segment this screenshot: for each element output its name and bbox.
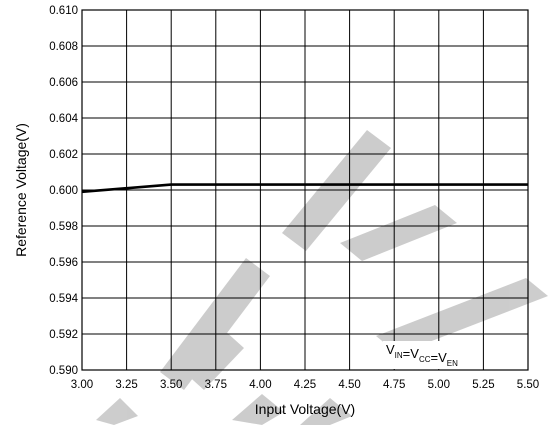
x-tick-label: 3.75 [205, 379, 227, 391]
y-tick-label: 0.606 [49, 77, 78, 89]
plot-frame [81, 9, 529, 371]
condition-annotation: VIN=VCC=VEN [383, 341, 462, 369]
y-tick-label: 0.602 [49, 149, 78, 161]
grid [82, 10, 528, 370]
y-tick-label: 0.600 [49, 185, 78, 197]
x-tick-label: 5.50 [517, 379, 539, 391]
series-layer [81, 183, 528, 194]
x-axis-title: Input Voltage(V) [255, 401, 355, 417]
x-tick-label: 5.00 [428, 379, 450, 391]
annotation-text: VIN=VCC=VEN [386, 342, 458, 368]
x-tick-label: 5.25 [472, 379, 494, 391]
series-line-0 [81, 183, 528, 194]
x-tick-label: 4.25 [294, 379, 316, 391]
x-tick-label: 4.00 [249, 379, 271, 391]
x-tick-label: 4.50 [338, 379, 360, 391]
annotation-background [383, 341, 462, 369]
watermark-bar-0 [160, 258, 270, 390]
watermark-bar-5 [96, 398, 138, 425]
y-tick-label: 0.590 [49, 365, 78, 377]
watermark-bar-3 [340, 205, 457, 261]
watermark-bar-1 [184, 330, 244, 390]
x-tick-labels: 3.00 3.25 3.50 3.75 4.00 4.25 4.50 4.75 5.00 5.25… [71, 379, 539, 391]
y-tick-label: 0.598 [49, 221, 78, 233]
watermark-bar-7 [300, 398, 352, 425]
y-tick-label: 0.604 [49, 113, 78, 125]
y-tick-label: 0.596 [49, 257, 78, 269]
x-tick-label: 3.50 [160, 379, 182, 391]
y-tick-label: 0.608 [49, 41, 78, 53]
watermark-bar-4 [376, 278, 548, 354]
y-tick-label: 0.594 [49, 293, 78, 305]
x-tick-label: 3.25 [115, 379, 137, 391]
watermark-bar-6 [232, 394, 284, 425]
y-tick-label: 0.610 [49, 5, 78, 17]
y-axis-title: Reference Voltage(V) [13, 123, 29, 257]
x-tick-label: 4.75 [383, 379, 405, 391]
y-tick-labels: 0.590 0.592 0.594 0.596 0.598 0.600 0.602 0.604… [49, 5, 78, 377]
y-tick-label: 0.592 [49, 329, 78, 341]
x-tick-label: 3.00 [71, 379, 93, 391]
